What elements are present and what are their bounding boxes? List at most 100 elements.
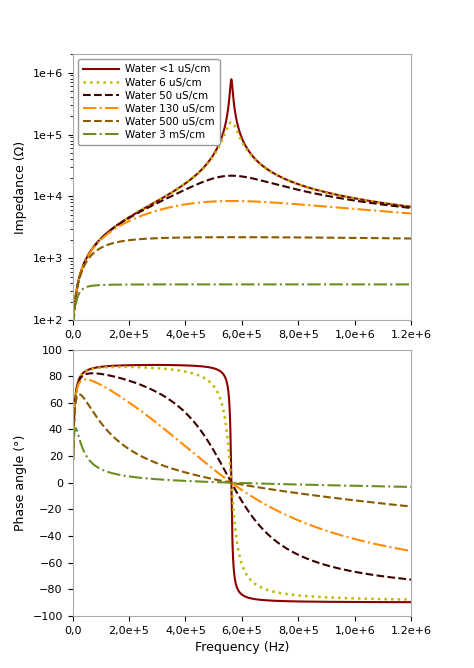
- Water 3 mS/cm: [87, 456, 92, 464]
- Water 500 uS/cm: [339, 495, 345, 503]
- Water 130 uS/cm: [87, 249, 92, 257]
- Water 50 uS/cm: [285, 545, 291, 553]
- Water 500 uS/cm: [321, 234, 327, 242]
- Water 3 mS/cm: [408, 483, 414, 491]
- Line: Water 3 mS/cm: Water 3 mS/cm: [73, 428, 411, 487]
- Water 3 mS/cm: [321, 481, 327, 489]
- Water 50 uS/cm: [408, 204, 414, 212]
- Water <1 uS/cm: [151, 361, 157, 369]
- Water 500 uS/cm: [339, 234, 345, 242]
- Water 500 uS/cm: [321, 492, 327, 500]
- Water 50 uS/cm: [192, 181, 198, 189]
- Water 3 mS/cm: [270, 281, 276, 289]
- Water 6 uS/cm: [285, 176, 291, 184]
- Water 500 uS/cm: [285, 233, 291, 241]
- Water 50 uS/cm: [70, 317, 75, 325]
- Water <1 uS/cm: [87, 248, 92, 257]
- Water 130 uS/cm: [70, 317, 75, 325]
- Water 6 uS/cm: [192, 370, 198, 378]
- Line: Water <1 uS/cm: Water <1 uS/cm: [73, 365, 411, 602]
- Water 130 uS/cm: [87, 376, 92, 384]
- Water 500 uS/cm: [70, 317, 75, 325]
- Water 500 uS/cm: [192, 233, 198, 241]
- Water 130 uS/cm: [229, 197, 235, 205]
- Water 6 uS/cm: [70, 316, 75, 324]
- Water 130 uS/cm: [70, 477, 75, 485]
- Water 500 uS/cm: [87, 403, 92, 411]
- Water 50 uS/cm: [87, 369, 92, 377]
- Line: Water 500 uS/cm: Water 500 uS/cm: [73, 394, 411, 506]
- Water 130 uS/cm: [339, 204, 345, 212]
- Water <1 uS/cm: [87, 365, 92, 373]
- Water 130 uS/cm: [408, 547, 414, 555]
- Water 6 uS/cm: [270, 169, 276, 177]
- Water <1 uS/cm: [339, 598, 345, 606]
- Water <1 uS/cm: [192, 172, 198, 180]
- Water 6 uS/cm: [87, 365, 92, 373]
- Water 50 uS/cm: [339, 194, 345, 202]
- Water <1 uS/cm: [408, 203, 414, 211]
- Water <1 uS/cm: [339, 192, 345, 200]
- Water 500 uS/cm: [192, 471, 198, 479]
- Line: Water 50 uS/cm: Water 50 uS/cm: [73, 176, 411, 321]
- Water 130 uS/cm: [270, 504, 276, 512]
- Water <1 uS/cm: [285, 176, 291, 184]
- Line: Water 6 uS/cm: Water 6 uS/cm: [73, 122, 411, 320]
- Water 6 uS/cm: [339, 192, 345, 200]
- Water 3 mS/cm: [321, 281, 327, 289]
- Water 500 uS/cm: [408, 502, 414, 510]
- Water 6 uS/cm: [270, 587, 276, 595]
- Water 50 uS/cm: [339, 565, 345, 573]
- Line: Water <1 uS/cm: Water <1 uS/cm: [73, 79, 411, 320]
- Water 130 uS/cm: [321, 526, 327, 534]
- Water 50 uS/cm: [270, 180, 276, 188]
- Water 500 uS/cm: [232, 233, 237, 241]
- Line: Water 50 uS/cm: Water 50 uS/cm: [73, 373, 411, 580]
- Water 6 uS/cm: [87, 248, 92, 257]
- Water 3 mS/cm: [192, 281, 198, 289]
- Line: Water 130 uS/cm: Water 130 uS/cm: [73, 201, 411, 321]
- Water <1 uS/cm: [70, 316, 75, 324]
- Water 50 uS/cm: [270, 535, 276, 543]
- Water 3 mS/cm: [70, 478, 75, 486]
- Water 130 uS/cm: [270, 198, 276, 206]
- Water 50 uS/cm: [408, 576, 414, 584]
- Y-axis label: Impedance (Ω): Impedance (Ω): [14, 140, 27, 234]
- Water <1 uS/cm: [192, 362, 198, 370]
- Water 50 uS/cm: [90, 369, 96, 377]
- Water <1 uS/cm: [228, 75, 234, 84]
- Legend: Water <1 uS/cm, Water 6 uS/cm, Water 50 uS/cm, Water 130 uS/cm, Water 500 uS/cm,: Water <1 uS/cm, Water 6 uS/cm, Water 50 …: [78, 59, 219, 145]
- Water 500 uS/cm: [76, 390, 82, 398]
- Water <1 uS/cm: [70, 477, 75, 485]
- Water 500 uS/cm: [270, 486, 276, 494]
- Water <1 uS/cm: [321, 598, 327, 606]
- Line: Water 3 mS/cm: Water 3 mS/cm: [73, 285, 411, 327]
- Water 3 mS/cm: [285, 480, 291, 488]
- Water 3 mS/cm: [246, 281, 252, 289]
- Water 50 uS/cm: [321, 191, 327, 199]
- Water 50 uS/cm: [285, 183, 291, 191]
- Water <1 uS/cm: [270, 169, 276, 177]
- Water 50 uS/cm: [87, 249, 92, 257]
- Water 130 uS/cm: [192, 199, 198, 207]
- Water 3 mS/cm: [339, 281, 345, 289]
- Water 3 mS/cm: [285, 281, 291, 289]
- Water 6 uS/cm: [321, 593, 327, 601]
- Water 6 uS/cm: [408, 203, 414, 211]
- Water 130 uS/cm: [408, 210, 414, 218]
- Water 3 mS/cm: [339, 482, 345, 490]
- Water 3 mS/cm: [192, 478, 198, 486]
- Water 3 mS/cm: [408, 281, 414, 289]
- Water 6 uS/cm: [408, 596, 414, 604]
- Water 50 uS/cm: [70, 477, 75, 485]
- Water 3 mS/cm: [87, 282, 92, 290]
- Water <1 uS/cm: [285, 597, 291, 605]
- Water 3 mS/cm: [70, 323, 75, 331]
- Water 500 uS/cm: [270, 233, 276, 241]
- Water 50 uS/cm: [192, 420, 198, 428]
- Water 6 uS/cm: [228, 118, 234, 126]
- Water 3 mS/cm: [270, 480, 276, 488]
- Water 6 uS/cm: [285, 591, 291, 599]
- Water 500 uS/cm: [70, 477, 75, 485]
- X-axis label: Frequency (Hz): Frequency (Hz): [195, 641, 289, 654]
